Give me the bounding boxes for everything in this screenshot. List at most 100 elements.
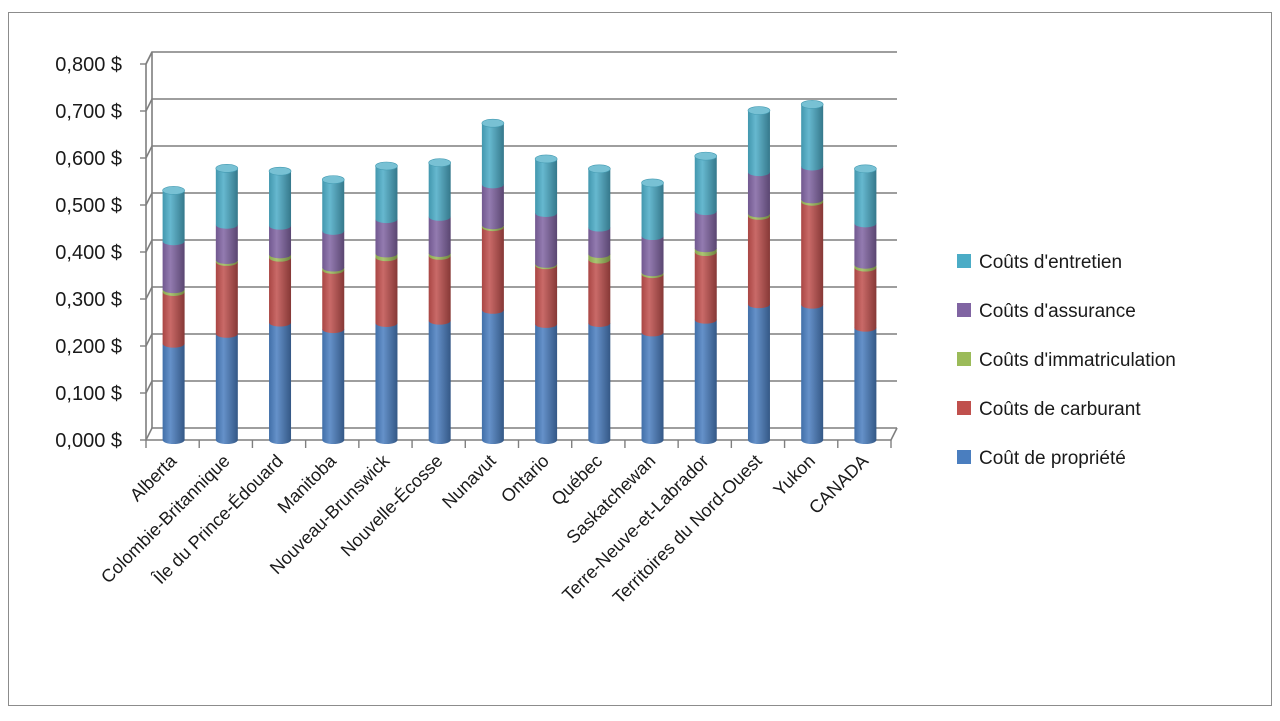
bar-segment (215, 261, 238, 338)
bar-segment (428, 216, 451, 257)
legend-swatch (957, 352, 971, 366)
bar-segment (801, 104, 824, 171)
bar-segment (747, 110, 770, 177)
bar-top-cap (268, 166, 292, 176)
bar-segment (428, 255, 451, 325)
y-tick-label: 0,300 $ (55, 289, 122, 311)
bar-segment (535, 212, 558, 268)
bar-segment (535, 323, 558, 444)
bar-segment (322, 329, 345, 444)
bar-segment (747, 304, 770, 444)
x-category-label: Nunavut (438, 451, 500, 513)
legend-swatch (957, 401, 971, 415)
y-tick-label: 0,000 $ (55, 430, 122, 452)
bar-segment (375, 257, 398, 327)
bar-segment (641, 274, 664, 337)
bar-segment (269, 171, 292, 230)
bar-top-cap (641, 178, 664, 188)
y-tick-label: 0,400 $ (55, 242, 122, 264)
bar-segment (747, 215, 770, 309)
bar-segment (375, 219, 398, 258)
bar-top-cap (747, 106, 771, 115)
bar-segment (375, 165, 398, 224)
bar-top-cap (800, 100, 824, 109)
gridline (145, 286, 897, 300)
x-axis-floor (146, 427, 898, 441)
gridline (145, 192, 897, 206)
bar-segment (269, 322, 292, 444)
bar-segment (694, 252, 717, 324)
bar-segment (588, 322, 611, 444)
gridline (145, 427, 897, 441)
bar-top-cap (694, 151, 718, 161)
legend: Coûts d'entretien Coûts d'assurance Coûts … (957, 252, 1176, 469)
gridline (145, 239, 897, 253)
bar-segment (481, 309, 504, 444)
bar-top-cap (481, 118, 505, 128)
bar-segment (641, 182, 664, 241)
gridline (145, 145, 897, 159)
bar-segment (588, 259, 611, 327)
gridline (145, 98, 897, 112)
bar-segment (269, 225, 292, 259)
bar-segment (162, 190, 185, 246)
bar-top-cap (854, 164, 877, 174)
bar-top-cap (588, 164, 611, 174)
bar-segment (322, 269, 345, 334)
bar-segment (641, 332, 664, 444)
bar-segment (428, 320, 451, 444)
legend-entry-label: Coûts d'immatriculation (979, 350, 1176, 371)
legend-swatch (957, 303, 971, 317)
bar-segment (269, 257, 292, 327)
axes (140, 51, 898, 448)
x-category-label: Nouvelle-Écosse (337, 451, 447, 561)
bar-segment (588, 168, 611, 232)
y-tick-label: 0,200 $ (55, 336, 122, 358)
bar-top-cap (534, 154, 558, 164)
gridline (145, 333, 897, 347)
legend-entry-label: Coûts d'entretien (979, 252, 1122, 273)
bar-segment (215, 333, 238, 444)
bar-segment (215, 168, 238, 229)
bar-segment (481, 123, 504, 189)
bar-segment (694, 211, 717, 253)
y-axis-tick-labels: 0,000 $ 0,100 $ 0,200 $ 0,300 $ 0,400 $ 0,500… (55, 54, 122, 452)
y-tick-label: 0,600 $ (55, 148, 122, 170)
bar-segment (801, 166, 824, 204)
legend-entry-label: Coûts d'assurance (979, 301, 1136, 322)
bar-segment (854, 168, 877, 228)
bar-top-cap (162, 186, 185, 195)
gridlines (145, 51, 897, 441)
y-tick-label: 0,500 $ (55, 195, 122, 217)
bar-segment (854, 327, 877, 444)
bar-segment (162, 291, 185, 348)
bars (162, 100, 877, 444)
bar-segment (854, 223, 877, 269)
bar-segment (481, 184, 504, 230)
bar-segment (694, 319, 717, 444)
x-category-label: Ontario (497, 451, 553, 507)
bar-segment (588, 227, 611, 258)
legend-entry-label: Coût de propriété (979, 448, 1126, 469)
bar-segment (694, 156, 717, 216)
legend-entry-label: Coûts de carburant (979, 399, 1141, 420)
y-tick-label: 0,100 $ (55, 383, 122, 405)
bar-top-cap (215, 164, 239, 173)
gridline (145, 380, 897, 394)
bar-segment (375, 322, 398, 444)
x-category-label: CANADA (805, 451, 872, 518)
bar-segment (801, 304, 824, 444)
y-tick-label: 0,700 $ (55, 101, 122, 123)
bar-segment (641, 236, 664, 277)
bar-segment (801, 201, 824, 309)
legend-swatch (957, 450, 971, 464)
bar-segment (428, 162, 451, 221)
bar-segment (162, 343, 185, 444)
bar-segment (215, 224, 238, 264)
bar-segment (481, 227, 504, 314)
bar-segment (747, 172, 770, 218)
bar-segment (322, 230, 345, 272)
bar-segment (535, 158, 558, 217)
